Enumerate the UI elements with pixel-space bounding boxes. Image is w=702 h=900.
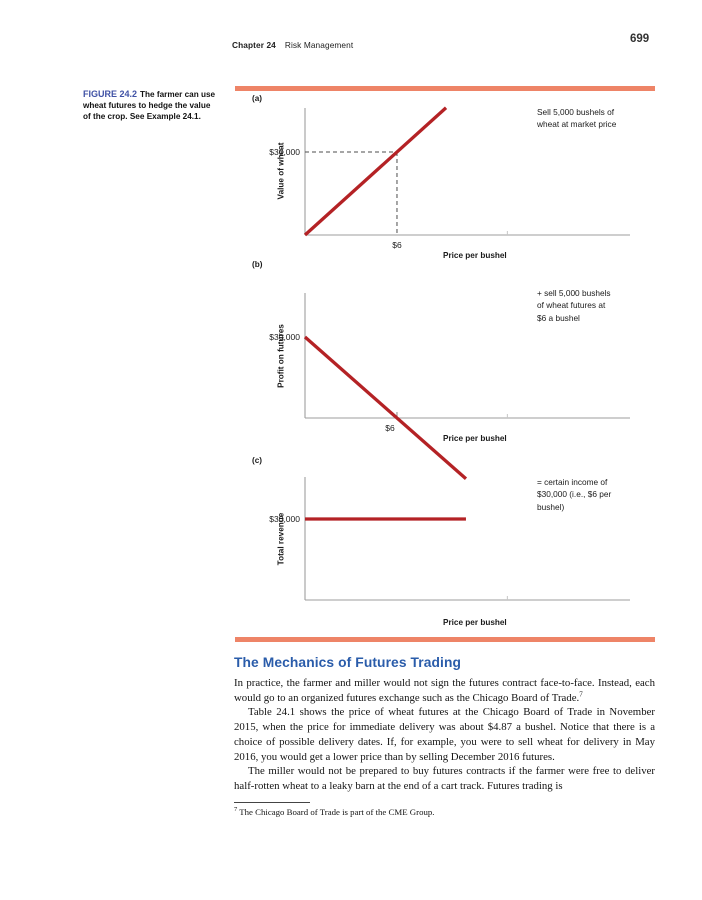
footnote-text: The Chicago Board of Trade is part of th… — [239, 806, 435, 817]
panel-b-data-line — [303, 335, 468, 480]
panel-a-annotation-line: wheat at market price — [537, 119, 617, 130]
panel-a-annotation-line: Sell 5,000 bushels of — [537, 107, 615, 117]
running-head: Chapter 24 Risk Management — [232, 40, 353, 50]
panel-a-y-tick-label: $30,000 — [269, 147, 300, 157]
panel-b-annotation-line: $6 a bushel — [537, 312, 580, 323]
footnote-reference: 7 — [579, 690, 583, 699]
panel-b-x-tick-label: $6 — [385, 423, 395, 433]
figure-top-rule — [235, 86, 655, 91]
panel-a-x-tick-label: $6 — [392, 240, 402, 250]
figure-label: FIGURE 24.2 — [83, 89, 138, 99]
panel-b-annotation: + sell 5,000 bushels of wheat futures at… — [537, 287, 611, 324]
footnote-rule — [234, 801, 310, 803]
panel-b-tag: (b) — [252, 260, 263, 269]
figure-bottom-rule — [235, 637, 655, 642]
body-paragraph: The miller would not be prepared to buy … — [234, 765, 655, 792]
figure-charts-svg — [303, 106, 630, 601]
panel-a-tag: (a) — [252, 94, 263, 103]
text-section: The Mechanics of Futures Trading In prac… — [234, 655, 655, 818]
panel-c-x-axis-label: Price per bushel — [443, 618, 507, 627]
panel-b-y-tick-label: $30,000 — [269, 332, 300, 342]
section-heading: The Mechanics of Futures Trading — [234, 655, 462, 670]
panel-c-annotation-line: = certain income of — [537, 477, 608, 487]
chapter-number: Chapter 24 — [232, 40, 276, 50]
footnote-marker: 7 — [234, 805, 238, 813]
panel-a-annotation: Sell 5,000 bushels of wheat at market pr… — [537, 106, 616, 131]
figure-caption-text: The farmer can use wheat futures to hedg… — [83, 90, 216, 122]
panel-b-x-axis-label: Price per bushel — [443, 434, 507, 443]
panel-b-annotation-line: + sell 5,000 bushels — [537, 288, 611, 298]
body-paragraph: Table 24.1 shows the price of wheat futu… — [234, 706, 655, 763]
panel-c-y-tick-label: $30,000 — [269, 514, 300, 524]
panel-a-x-axis-label: Price per bushel — [443, 251, 507, 260]
panel-c-tag: (c) — [252, 456, 263, 465]
page-number: 699 — [630, 33, 650, 45]
panel-c-annotation-line: $30,000 (i.e., $6 per — [537, 489, 612, 500]
panel-a-data-line — [303, 106, 448, 237]
figure-caption: FIGURE 24.2 The farmer can use wheat futu… — [83, 89, 217, 123]
chapter-title: Risk Management — [284, 40, 354, 50]
panel-c-annotation-line: bushel) — [537, 501, 565, 512]
paragraph-text: In practice, the farmer and miller would… — [234, 677, 655, 704]
footnote: 7 The Chicago Board of Trade is part of t… — [234, 806, 655, 818]
panel-b-annotation-line: of wheat futures at — [537, 300, 606, 311]
body-paragraph: In practice, the farmer and miller would… — [234, 676, 655, 705]
panel-c-annotation: = certain income of $30,000 (i.e., $6 pe… — [537, 476, 611, 513]
